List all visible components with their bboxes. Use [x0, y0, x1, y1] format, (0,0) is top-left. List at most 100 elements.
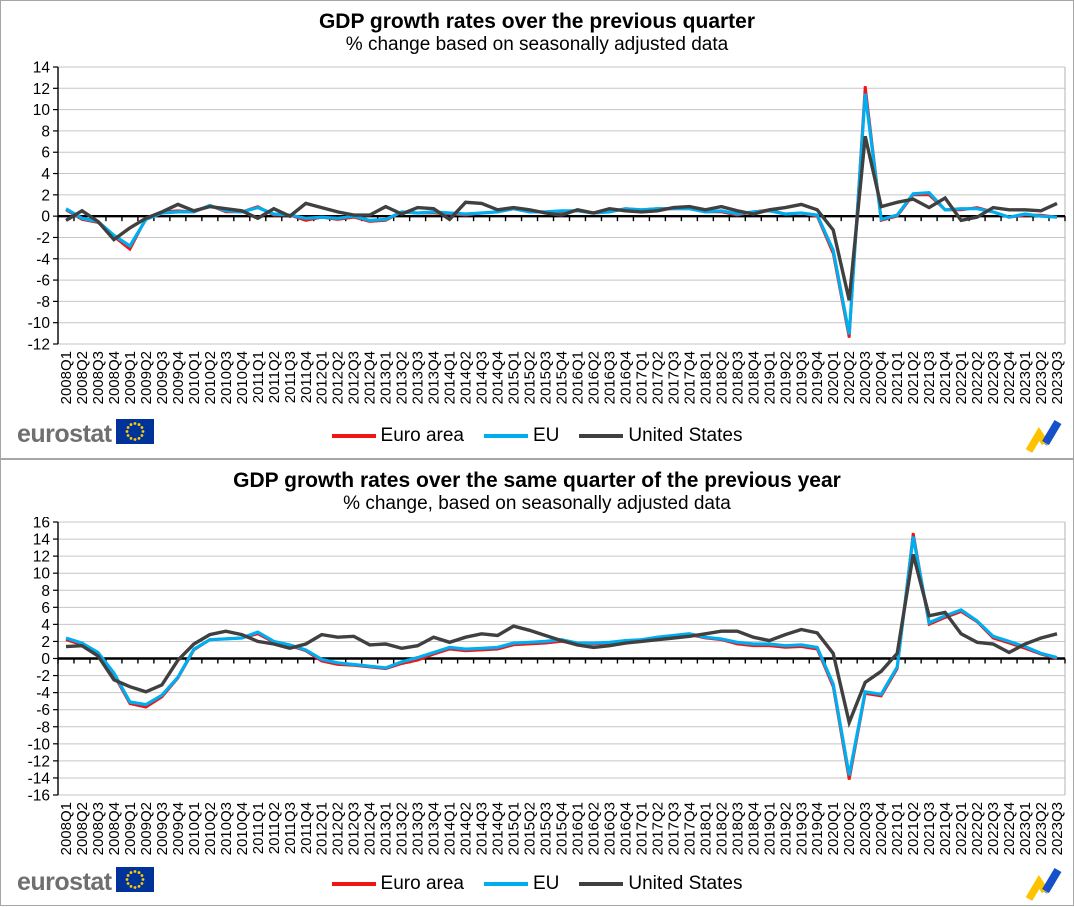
x-axis-label: 2011Q4 [298, 802, 315, 854]
yoy-chart-subtitle: % change, based on seasonally adjusted d… [343, 493, 731, 514]
x-axis-label: 2021Q3 [921, 351, 938, 404]
y-axis-label: 6 [41, 145, 50, 162]
y-axis-label: 14 [33, 61, 51, 77]
qoq-footer: eurostat Euro area EU United States [1, 416, 1073, 456]
y-axis-label: -14 [28, 770, 51, 787]
x-axis-label: 2020Q2 [841, 351, 858, 404]
y-axis-label: 12 [33, 549, 50, 566]
x-axis-label: 2018Q2 [713, 351, 730, 404]
x-axis-label: 2013Q4 [426, 802, 443, 855]
legend-line-eu-icon [483, 434, 528, 438]
x-axis-label: 2010Q2 [202, 351, 219, 404]
x-axis-label: 2012Q2 [330, 351, 347, 404]
x-axis-label: 2019Q3 [793, 802, 810, 855]
series-line-united-states [65, 553, 1058, 729]
qoq-chart-title: GDP growth rates over the previous quart… [318, 10, 756, 33]
legend-label-euro-area: Euro area [380, 873, 464, 894]
x-axis-label: 2013Q1 [378, 802, 395, 855]
x-axis-label: 2012Q1 [314, 351, 331, 404]
x-axis-label: 2021Q1 [889, 351, 906, 404]
legend-item-euro-area: Euro area [331, 425, 464, 447]
y-axis-label: -4 [36, 251, 50, 268]
x-axis-label: 2016Q4 [617, 802, 634, 855]
legend-item-eu: EU [483, 873, 560, 895]
x-axis-label: 2010Q2 [202, 802, 219, 855]
eurostat-logo-text: eurostat [17, 867, 112, 896]
x-axis-label: 2012Q1 [314, 802, 331, 855]
y-axis-label: 10 [33, 102, 51, 119]
x-axis-label: 2017Q1 [633, 802, 650, 855]
x-axis-label: 2014Q1 [442, 802, 459, 855]
qoq-chart-panel: GDP growth rates over the previous quart… [0, 0, 1074, 459]
x-axis-label: 2018Q4 [745, 351, 762, 404]
x-axis-label: 2022Q1 [953, 351, 970, 404]
x-axis-label: 2013Q2 [394, 351, 411, 404]
statistics-trend-icon [1025, 416, 1065, 458]
y-axis-label: -8 [36, 294, 50, 311]
x-axis-label: 2019Q1 [761, 351, 778, 404]
x-axis-label: 2015Q2 [522, 802, 539, 855]
x-axis-label: 2020Q3 [857, 351, 874, 404]
eurostat-logo: eurostat [17, 867, 154, 897]
x-axis-label: 2016Q1 [570, 351, 587, 404]
legend-line-united-states-icon [579, 882, 624, 886]
y-axis-label: -12 [28, 753, 50, 770]
x-axis-label: 2016Q4 [617, 351, 634, 404]
yoy-footer: eurostat Euro area EU United States [1, 864, 1073, 904]
x-axis-label: 2008Q2 [74, 802, 91, 855]
x-axis-label: 2023Q2 [1033, 802, 1050, 855]
x-axis-label: 2008Q1 [58, 351, 75, 404]
x-axis-label: 2021Q2 [905, 802, 922, 855]
y-axis-label: 4 [41, 166, 50, 183]
legend-label-eu: EU [532, 873, 560, 894]
x-axis-label: 2011Q1 [250, 351, 267, 403]
x-axis-label: 2012Q4 [362, 351, 379, 404]
yoy-chart-panel: GDP growth rates over the same quarter o… [0, 459, 1074, 906]
x-axis-label: 2009Q4 [170, 351, 187, 404]
eurostat-logo: eurostat [17, 419, 154, 449]
x-axis-label: 2009Q2 [138, 351, 155, 404]
y-axis-label: -2 [36, 668, 50, 685]
x-axis-label: 2020Q1 [825, 351, 842, 404]
y-axis-label: 2 [41, 634, 50, 651]
x-axis-label: 2010Q4 [234, 802, 251, 855]
x-axis-label: 2017Q2 [649, 351, 666, 404]
x-axis-label: 2015Q3 [538, 802, 555, 855]
x-axis-label: 2012Q2 [330, 802, 347, 855]
x-axis-label: 2009Q2 [138, 802, 155, 855]
x-axis-label: 2022Q4 [1001, 351, 1018, 404]
x-axis-label: 2022Q2 [969, 351, 986, 404]
x-axis-label: 2010Q1 [186, 351, 203, 404]
x-axis-label: 2014Q3 [474, 351, 491, 404]
legend-line-euro-area-icon [331, 882, 376, 886]
x-axis-label: 2013Q3 [410, 802, 427, 855]
x-axis-label: 2008Q2 [74, 351, 91, 404]
x-axis-label: 2016Q3 [602, 351, 619, 404]
x-axis-label: 2018Q3 [729, 351, 746, 404]
legend-line-eu-icon [483, 882, 528, 886]
x-axis-label: 2020Q3 [857, 802, 874, 855]
x-axis-label: 2023Q1 [1017, 802, 1034, 855]
x-axis-label: 2009Q1 [122, 802, 139, 855]
x-axis-label: 2017Q3 [665, 802, 682, 855]
x-axis-label: 2019Q3 [793, 351, 810, 404]
x-axis-label: 2010Q3 [218, 351, 235, 404]
y-axis-label: 6 [41, 600, 50, 617]
x-axis-label: 2021Q2 [905, 351, 922, 404]
x-axis-label: 2011Q1 [250, 802, 267, 854]
x-axis-label: 2017Q4 [681, 802, 698, 855]
x-axis-label: 2019Q2 [777, 802, 794, 855]
x-axis-label: 2010Q3 [218, 802, 235, 855]
x-axis-label: 2017Q4 [681, 351, 698, 404]
x-axis-label: 2020Q1 [825, 802, 842, 855]
x-axis-label: 2013Q4 [426, 351, 443, 404]
x-axis-label: 2017Q2 [649, 802, 666, 855]
x-axis-label: 2009Q4 [170, 802, 187, 855]
y-axis-label: 12 [33, 81, 50, 98]
x-axis-label: 2022Q1 [953, 802, 970, 855]
x-axis-label: 2009Q3 [154, 802, 171, 855]
x-axis-label: 2012Q3 [346, 802, 363, 855]
y-axis-label: -16 [28, 788, 50, 805]
x-axis-label: 2013Q3 [410, 351, 427, 404]
